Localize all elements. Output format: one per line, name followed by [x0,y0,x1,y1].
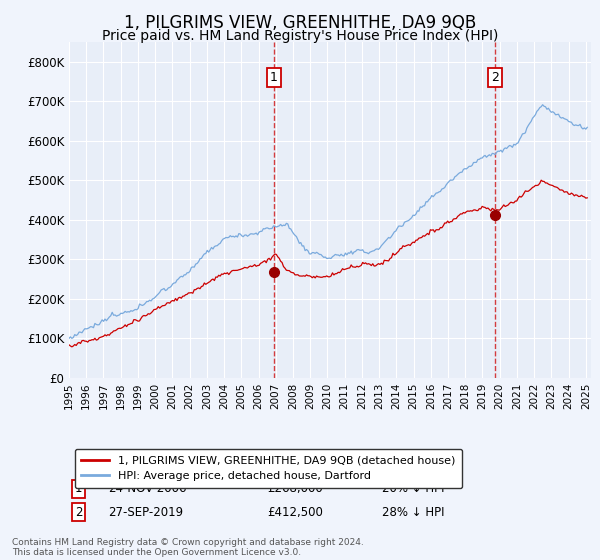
Text: 20% ↓ HPI: 20% ↓ HPI [382,482,445,496]
Text: 28% ↓ HPI: 28% ↓ HPI [382,506,445,519]
Text: 2: 2 [74,506,82,519]
Text: 27-SEP-2019: 27-SEP-2019 [108,506,183,519]
Text: £412,500: £412,500 [268,506,323,519]
Text: Price paid vs. HM Land Registry's House Price Index (HPI): Price paid vs. HM Land Registry's House … [102,29,498,43]
Text: 2: 2 [491,71,499,84]
Text: Contains HM Land Registry data © Crown copyright and database right 2024.
This d: Contains HM Land Registry data © Crown c… [12,538,364,557]
Text: 24-NOV-2006: 24-NOV-2006 [108,482,187,496]
Text: 1: 1 [74,482,82,496]
Text: £268,000: £268,000 [268,482,323,496]
Text: 1, PILGRIMS VIEW, GREENHITHE, DA9 9QB: 1, PILGRIMS VIEW, GREENHITHE, DA9 9QB [124,14,476,32]
Text: 1: 1 [270,71,278,84]
Legend: 1, PILGRIMS VIEW, GREENHITHE, DA9 9QB (detached house), HPI: Average price, deta: 1, PILGRIMS VIEW, GREENHITHE, DA9 9QB (d… [74,449,462,488]
